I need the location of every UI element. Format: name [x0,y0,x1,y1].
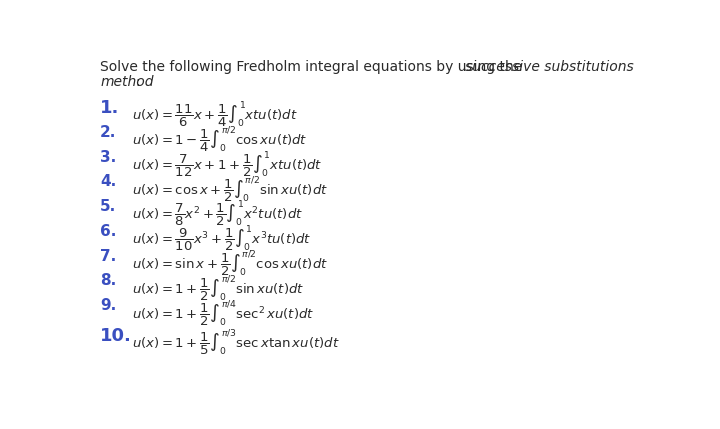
Text: $u(x) = \dfrac{7}{8}x^2 + \dfrac{1}{2}\int_0^{1} x^2tu(t)dt$: $u(x) = \dfrac{7}{8}x^2 + \dfrac{1}{2}\i… [132,199,303,229]
Text: 5.: 5. [100,199,117,214]
Text: $u(x) = \cos x + \dfrac{1}{2}\int_0^{\pi/2} \sin xu(t)dt$: $u(x) = \cos x + \dfrac{1}{2}\int_0^{\pi… [132,174,328,205]
Text: $u(x) = 1 + \dfrac{1}{2}\int_0^{\pi/2} \sin xu(t)dt$: $u(x) = 1 + \dfrac{1}{2}\int_0^{\pi/2} \… [132,273,304,304]
Text: $u(x) = 1 - \dfrac{1}{4}\int_0^{\pi/2} \cos xu(t)dt$: $u(x) = 1 - \dfrac{1}{4}\int_0^{\pi/2} \… [132,125,307,155]
Text: method: method [100,75,153,89]
Text: $u(x) = \dfrac{7}{12}x + 1 + \dfrac{1}{2}\int_0^{1} xtu(t)dt$: $u(x) = \dfrac{7}{12}x + 1 + \dfrac{1}{2… [132,150,323,180]
Text: $u(x) = 1 + \dfrac{1}{5}\int_0^{\pi/3} \sec x\tan xu(t)dt$: $u(x) = 1 + \dfrac{1}{5}\int_0^{\pi/3} \… [132,327,340,358]
Text: 9.: 9. [100,298,117,313]
Text: 10.: 10. [100,327,132,345]
Text: $u(x) = 1 + \dfrac{1}{2}\int_0^{\pi/4} \sec^2 xu(t)dt$: $u(x) = 1 + \dfrac{1}{2}\int_0^{\pi/4} \… [132,298,314,329]
Text: :: : [136,75,140,89]
Text: 7.: 7. [100,249,117,264]
Text: 6.: 6. [100,224,117,239]
Text: 2.: 2. [100,125,117,140]
Text: Solve the following Fredholm integral equations by using the: Solve the following Fredholm integral eq… [100,60,526,74]
Text: $u(x) = \dfrac{9}{10}x^3 + \dfrac{1}{2}\int_0^{1} x^3tu(t)dt$: $u(x) = \dfrac{9}{10}x^3 + \dfrac{1}{2}\… [132,224,311,254]
Text: 3.: 3. [100,150,117,165]
Text: $u(x) = \dfrac{11}{6}x + \dfrac{1}{4}\int_0^{1} xtu(t)dt$: $u(x) = \dfrac{11}{6}x + \dfrac{1}{4}\in… [132,100,298,130]
Text: 8.: 8. [100,273,117,288]
Text: 1.: 1. [100,100,120,118]
Text: $u(x) = \sin x + \dfrac{1}{2}\int_0^{\pi/2} \cos xu(t)dt$: $u(x) = \sin x + \dfrac{1}{2}\int_0^{\pi… [132,249,328,279]
Text: 4.: 4. [100,174,117,189]
Text: successive substitutions: successive substitutions [465,60,634,74]
